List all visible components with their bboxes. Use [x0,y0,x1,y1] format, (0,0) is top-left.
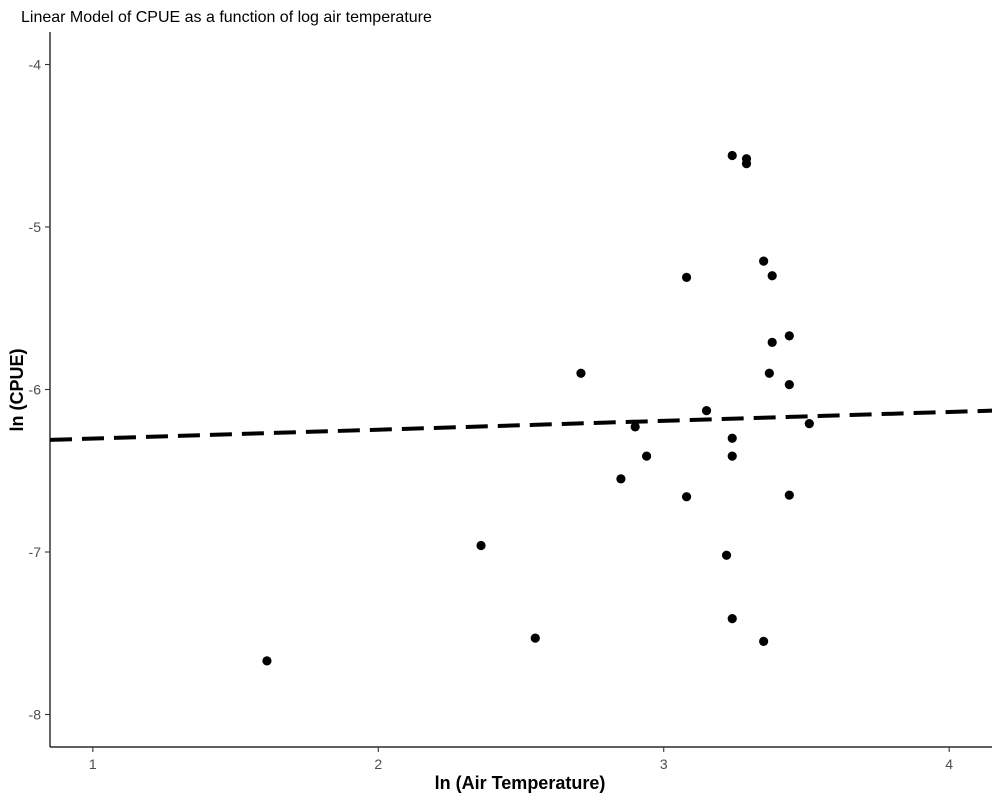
data-point [642,451,652,461]
x-tick-label: 3 [660,756,668,772]
y-tick-label: -8 [29,707,42,723]
data-point [759,636,769,646]
chart-title: Linear Model of CPUE as a function of lo… [21,9,432,26]
y-tick-label: -7 [29,544,42,560]
points-layer [262,150,814,666]
data-point [741,159,752,169]
data-point [727,433,737,443]
y-tick-label: -6 [29,382,42,398]
data-point [767,271,777,281]
data-point [701,406,712,416]
y-tick-label: -4 [29,57,42,73]
data-point [764,368,774,378]
x-ticks-layer: 1 2 3 4 [89,747,953,772]
data-point [262,656,272,666]
data-point [530,633,540,643]
y-axis-title: ln (CPUE) [7,348,27,431]
data-point [727,451,737,461]
y-ticks-layer: -8 -7 -6 -5 -4 [29,57,50,723]
data-point [681,272,692,282]
data-point [727,150,737,161]
data-point [630,422,640,432]
y-tick-label: -5 [29,219,42,235]
axes-layer [49,32,992,748]
data-point [576,368,586,378]
data-point [476,540,486,551]
data-point [721,550,732,560]
data-point [784,331,794,341]
regression-line [49,408,993,442]
x-tick-label: 1 [89,756,97,772]
data-point [616,474,626,484]
data-point [804,419,814,429]
fit-line-layer [49,408,993,442]
data-point [759,256,769,266]
data-point [767,337,777,347]
x-tick-label: 2 [374,756,382,772]
data-point [784,490,794,500]
data-point [681,492,692,502]
x-tick-label: 4 [945,756,953,772]
data-point [784,380,794,390]
data-point [727,614,737,624]
x-axis-title: ln (Air Temperature) [435,773,606,793]
